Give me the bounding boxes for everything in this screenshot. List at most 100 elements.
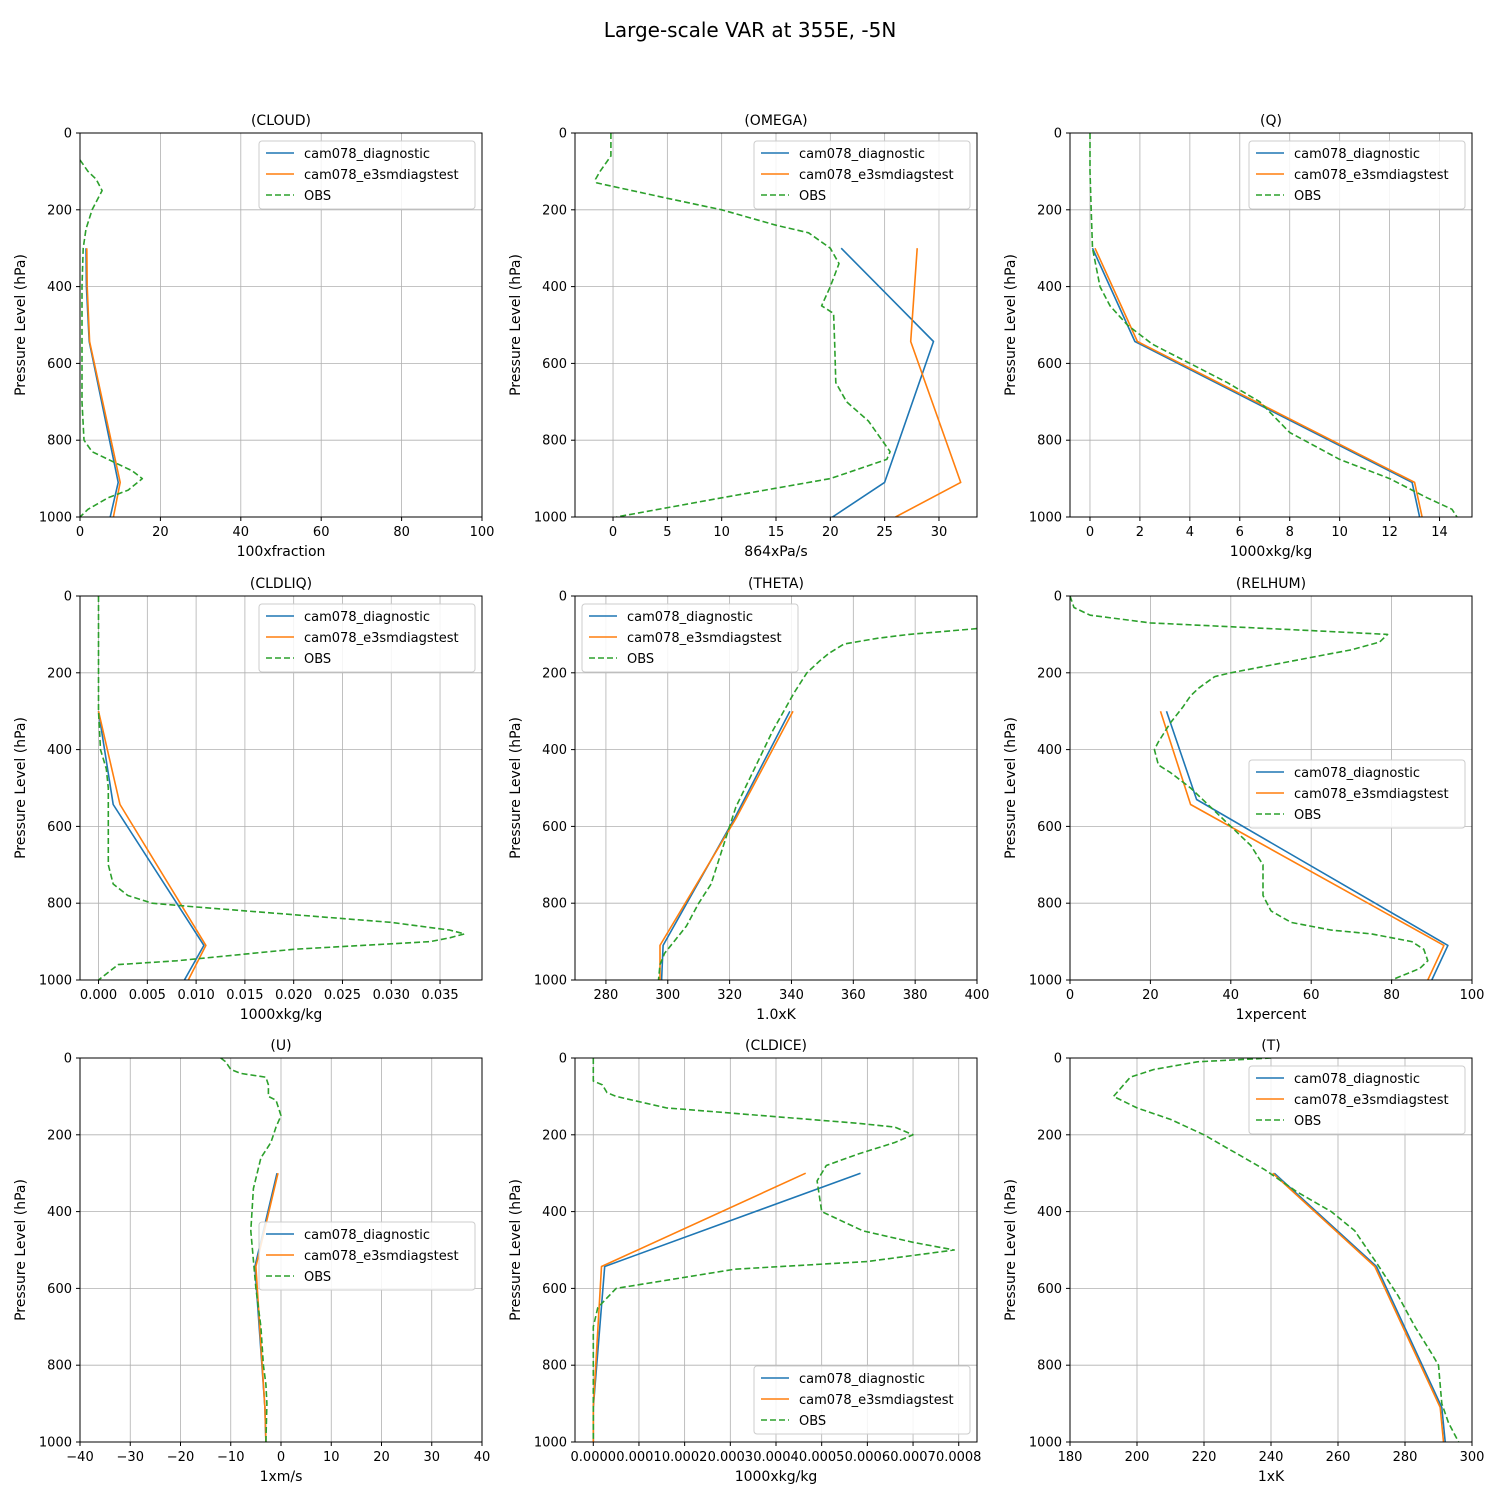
panel-omega: 0 5 10 15 20 25 30 0 200 400 600 800 1000 (OMEGA) 864x… bbox=[508, 113, 978, 560]
x-tick-label: 0.025 bbox=[324, 988, 361, 1003]
legend-label: cam078_e3smdiagstest bbox=[627, 631, 782, 646]
series-group bbox=[1070, 596, 1449, 980]
x-tick-label: 100 bbox=[1460, 988, 1485, 1003]
y-tick-label: 800 bbox=[542, 434, 567, 449]
y-tick-label: 200 bbox=[1037, 1128, 1062, 1143]
x-tick-label: 0.0003 bbox=[708, 1450, 754, 1465]
x-tick-label: 0.0007 bbox=[890, 1450, 936, 1465]
x-axis-label: 1000xkg/kg bbox=[240, 1007, 323, 1023]
y-tick-label: 800 bbox=[1037, 1359, 1062, 1374]
x-tick-label: 280 bbox=[1393, 1450, 1418, 1465]
legend: cam078_diagnostic cam078_e3smdiagstest OBS bbox=[753, 140, 971, 210]
y-tick-label: 0 bbox=[1054, 1052, 1062, 1067]
y-tick-label: 400 bbox=[542, 743, 567, 758]
y-axis-label: Pressure Level (hPa) bbox=[1003, 254, 1019, 396]
legend-label: cam078_diagnostic bbox=[304, 1228, 430, 1243]
x-tick-label: 220 bbox=[1192, 1450, 1217, 1465]
y-tick-label: 1000 bbox=[534, 511, 567, 526]
x-tick-label: 260 bbox=[1326, 1450, 1351, 1465]
y-tick-label: 200 bbox=[1037, 666, 1062, 681]
series-line-OBS bbox=[97, 596, 466, 980]
legend-label: OBS bbox=[304, 189, 331, 204]
legend-label: OBS bbox=[304, 652, 331, 667]
x-tick-label: 340 bbox=[779, 988, 804, 1003]
axes-frame bbox=[79, 595, 483, 981]
panel-u: −40 −30 −20 −10 0 10 20 30 4002004006008001000(U… bbox=[13, 1038, 490, 1485]
x-tick-label: 0.005 bbox=[129, 988, 166, 1003]
series-line-cam078_e3smdiagstest bbox=[97, 711, 207, 980]
y-tick-label: 200 bbox=[542, 1128, 567, 1143]
legend-box bbox=[753, 140, 971, 210]
legend-label: cam078_diagnostic bbox=[304, 610, 430, 625]
x-tick-label: 0.030 bbox=[373, 988, 410, 1003]
y-tick-label: 800 bbox=[1037, 434, 1062, 449]
x-tick-label: 0.010 bbox=[178, 988, 215, 1003]
legend: cam078_diagnostic cam078_e3smdiagstest OBS bbox=[581, 603, 799, 673]
legend: cam078_diagnostic cam078_e3smdiagstest OBS bbox=[258, 1221, 476, 1291]
y-tick-label: 0 bbox=[559, 127, 567, 142]
panel-title: (CLDICE) bbox=[745, 1038, 807, 1054]
legend-box bbox=[258, 1221, 476, 1291]
x-tick-label: −30 bbox=[117, 1450, 144, 1465]
x-tick-label: 10 bbox=[713, 525, 730, 540]
x-tick-label: 80 bbox=[1383, 988, 1400, 1003]
panel-title: (RELHUM) bbox=[1236, 576, 1306, 592]
legend: cam078_diagnostic cam078_e3smdiagstest OBS bbox=[258, 140, 476, 210]
x-tick-label: 0 bbox=[277, 1450, 285, 1465]
y-tick-label: 0 bbox=[1054, 590, 1062, 605]
y-tick-label: 200 bbox=[1037, 203, 1062, 218]
panel-title: (Q) bbox=[1260, 113, 1282, 129]
x-tick-label: 100 bbox=[470, 525, 495, 540]
y-tick-label: 1000 bbox=[1029, 511, 1062, 526]
y-tick-label: 200 bbox=[47, 203, 72, 218]
legend-label: OBS bbox=[1294, 1114, 1321, 1129]
x-tick-label: 25 bbox=[876, 525, 893, 540]
y-axis-label: Pressure Level (hPa) bbox=[13, 254, 29, 396]
axes-frame bbox=[1069, 595, 1473, 981]
panel-t: 180 200 220 240 260 280 300 0 200 400 600 800 1000 (T… bbox=[1003, 1038, 1484, 1485]
series-line-OBS bbox=[220, 1058, 282, 1442]
x-tick-label: 20 bbox=[152, 525, 169, 540]
x-tick-label: 60 bbox=[1303, 988, 1320, 1003]
x-tick-label: 12 bbox=[1381, 525, 1398, 540]
x-tick-label: 280 bbox=[594, 988, 619, 1003]
x-tick-label: 400 bbox=[965, 988, 990, 1003]
x-tick-label: −40 bbox=[66, 1450, 93, 1465]
y-axis-label: Pressure Level (hPa) bbox=[508, 717, 524, 859]
legend-label: cam078_diagnostic bbox=[799, 1372, 925, 1387]
legend-box bbox=[1248, 140, 1466, 210]
y-tick-label: 1000 bbox=[534, 1436, 567, 1451]
legend-label: cam078_diagnostic bbox=[1294, 1072, 1420, 1087]
series-group bbox=[97, 596, 466, 980]
series-group bbox=[594, 133, 962, 517]
x-axis-label: 1000xkg/kg bbox=[1230, 544, 1313, 560]
y-tick-label: 600 bbox=[542, 357, 567, 372]
x-axis-label: 1.0xK bbox=[756, 1007, 797, 1023]
axes-frame bbox=[79, 132, 483, 518]
y-tick-label: 1000 bbox=[39, 511, 72, 526]
y-tick-label: 0 bbox=[559, 590, 567, 605]
series-line-cam078_diagnostic bbox=[832, 247, 935, 517]
y-tick-label: 800 bbox=[542, 1359, 567, 1374]
x-tick-label: 20 bbox=[373, 1450, 390, 1465]
y-tick-label: 200 bbox=[47, 666, 72, 681]
legend: cam078_diagnostic cam078_e3smdiagstest OBS bbox=[753, 1365, 971, 1435]
x-tick-label: 20 bbox=[822, 525, 839, 540]
panel-cldice: 0.0000 0.0001 0.0002 0.0003 0.0004 0.0005 0.00… bbox=[508, 1038, 981, 1485]
legend-label: OBS bbox=[799, 189, 826, 204]
series-group bbox=[1089, 133, 1458, 517]
x-axis-label: 1xpercent bbox=[1236, 1007, 1307, 1023]
y-tick-label: 200 bbox=[47, 1128, 72, 1143]
series-line-OBS bbox=[657, 627, 977, 980]
y-tick-label: 1000 bbox=[534, 974, 567, 989]
panel-title: (CLOUD) bbox=[251, 113, 311, 129]
y-axis-label: Pressure Level (hPa) bbox=[1003, 717, 1019, 859]
x-axis-label: 1000xkg/kg bbox=[735, 1469, 818, 1485]
y-tick-label: 600 bbox=[1037, 1282, 1062, 1297]
series-line-cam078_diagnostic bbox=[1091, 247, 1421, 517]
x-tick-label: 4 bbox=[1186, 525, 1194, 540]
series-line-cam078_e3smdiagstest bbox=[255, 1173, 279, 1442]
x-tick-label: 380 bbox=[903, 988, 928, 1003]
x-tick-label: 8 bbox=[1286, 525, 1294, 540]
x-tick-label: 0 bbox=[609, 525, 617, 540]
